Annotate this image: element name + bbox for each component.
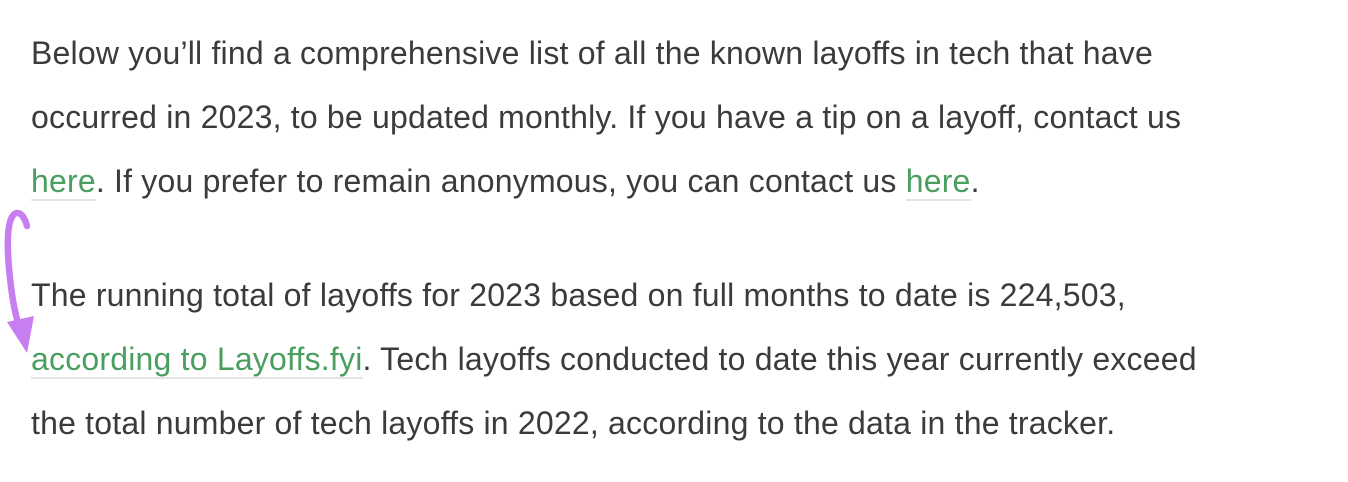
arrow-shaft <box>4 209 31 327</box>
text-line: occurred in 2023, to be updated monthly.… <box>31 85 1197 149</box>
text-line: The running total of layoffs for 2023 ba… <box>31 263 1197 327</box>
text-segment: The running total of layoffs for 2023 ba… <box>31 277 1126 313</box>
text-line: Below you’ll find a comprehensive list o… <box>31 21 1197 85</box>
text-segment: . If you prefer to remain anonymous, you… <box>95 163 906 199</box>
article-text: Below you’ll find a comprehensive list o… <box>31 21 1197 482</box>
text-line: here. If you prefer to remain anonymous,… <box>31 149 1197 213</box>
text-line: the total number of tech layoffs in 2022… <box>31 391 1197 455</box>
text-segment: the total number of tech layoffs in 2022… <box>31 405 1116 441</box>
text-segment: occurred in 2023, to be updated monthly.… <box>31 99 1182 135</box>
text-segment: . <box>970 163 980 199</box>
text-line: according to Layoffs.fyi. Tech layoffs c… <box>31 327 1197 391</box>
anonymous-contact-link[interactable]: here <box>905 163 971 201</box>
intro-paragraph: Below you’ll find a comprehensive list o… <box>31 21 1197 213</box>
arrow-head <box>7 316 34 353</box>
text-segment: Below you’ll find a comprehensive list o… <box>31 35 1153 71</box>
running-total-paragraph: The running total of layoffs for 2023 ba… <box>31 263 1197 455</box>
contact-us-link[interactable]: here <box>31 163 96 201</box>
layoffs-fyi-link[interactable]: according to Layoffs.fyi <box>31 341 363 379</box>
text-segment: . Tech layoffs conducted to date this ye… <box>362 341 1197 377</box>
